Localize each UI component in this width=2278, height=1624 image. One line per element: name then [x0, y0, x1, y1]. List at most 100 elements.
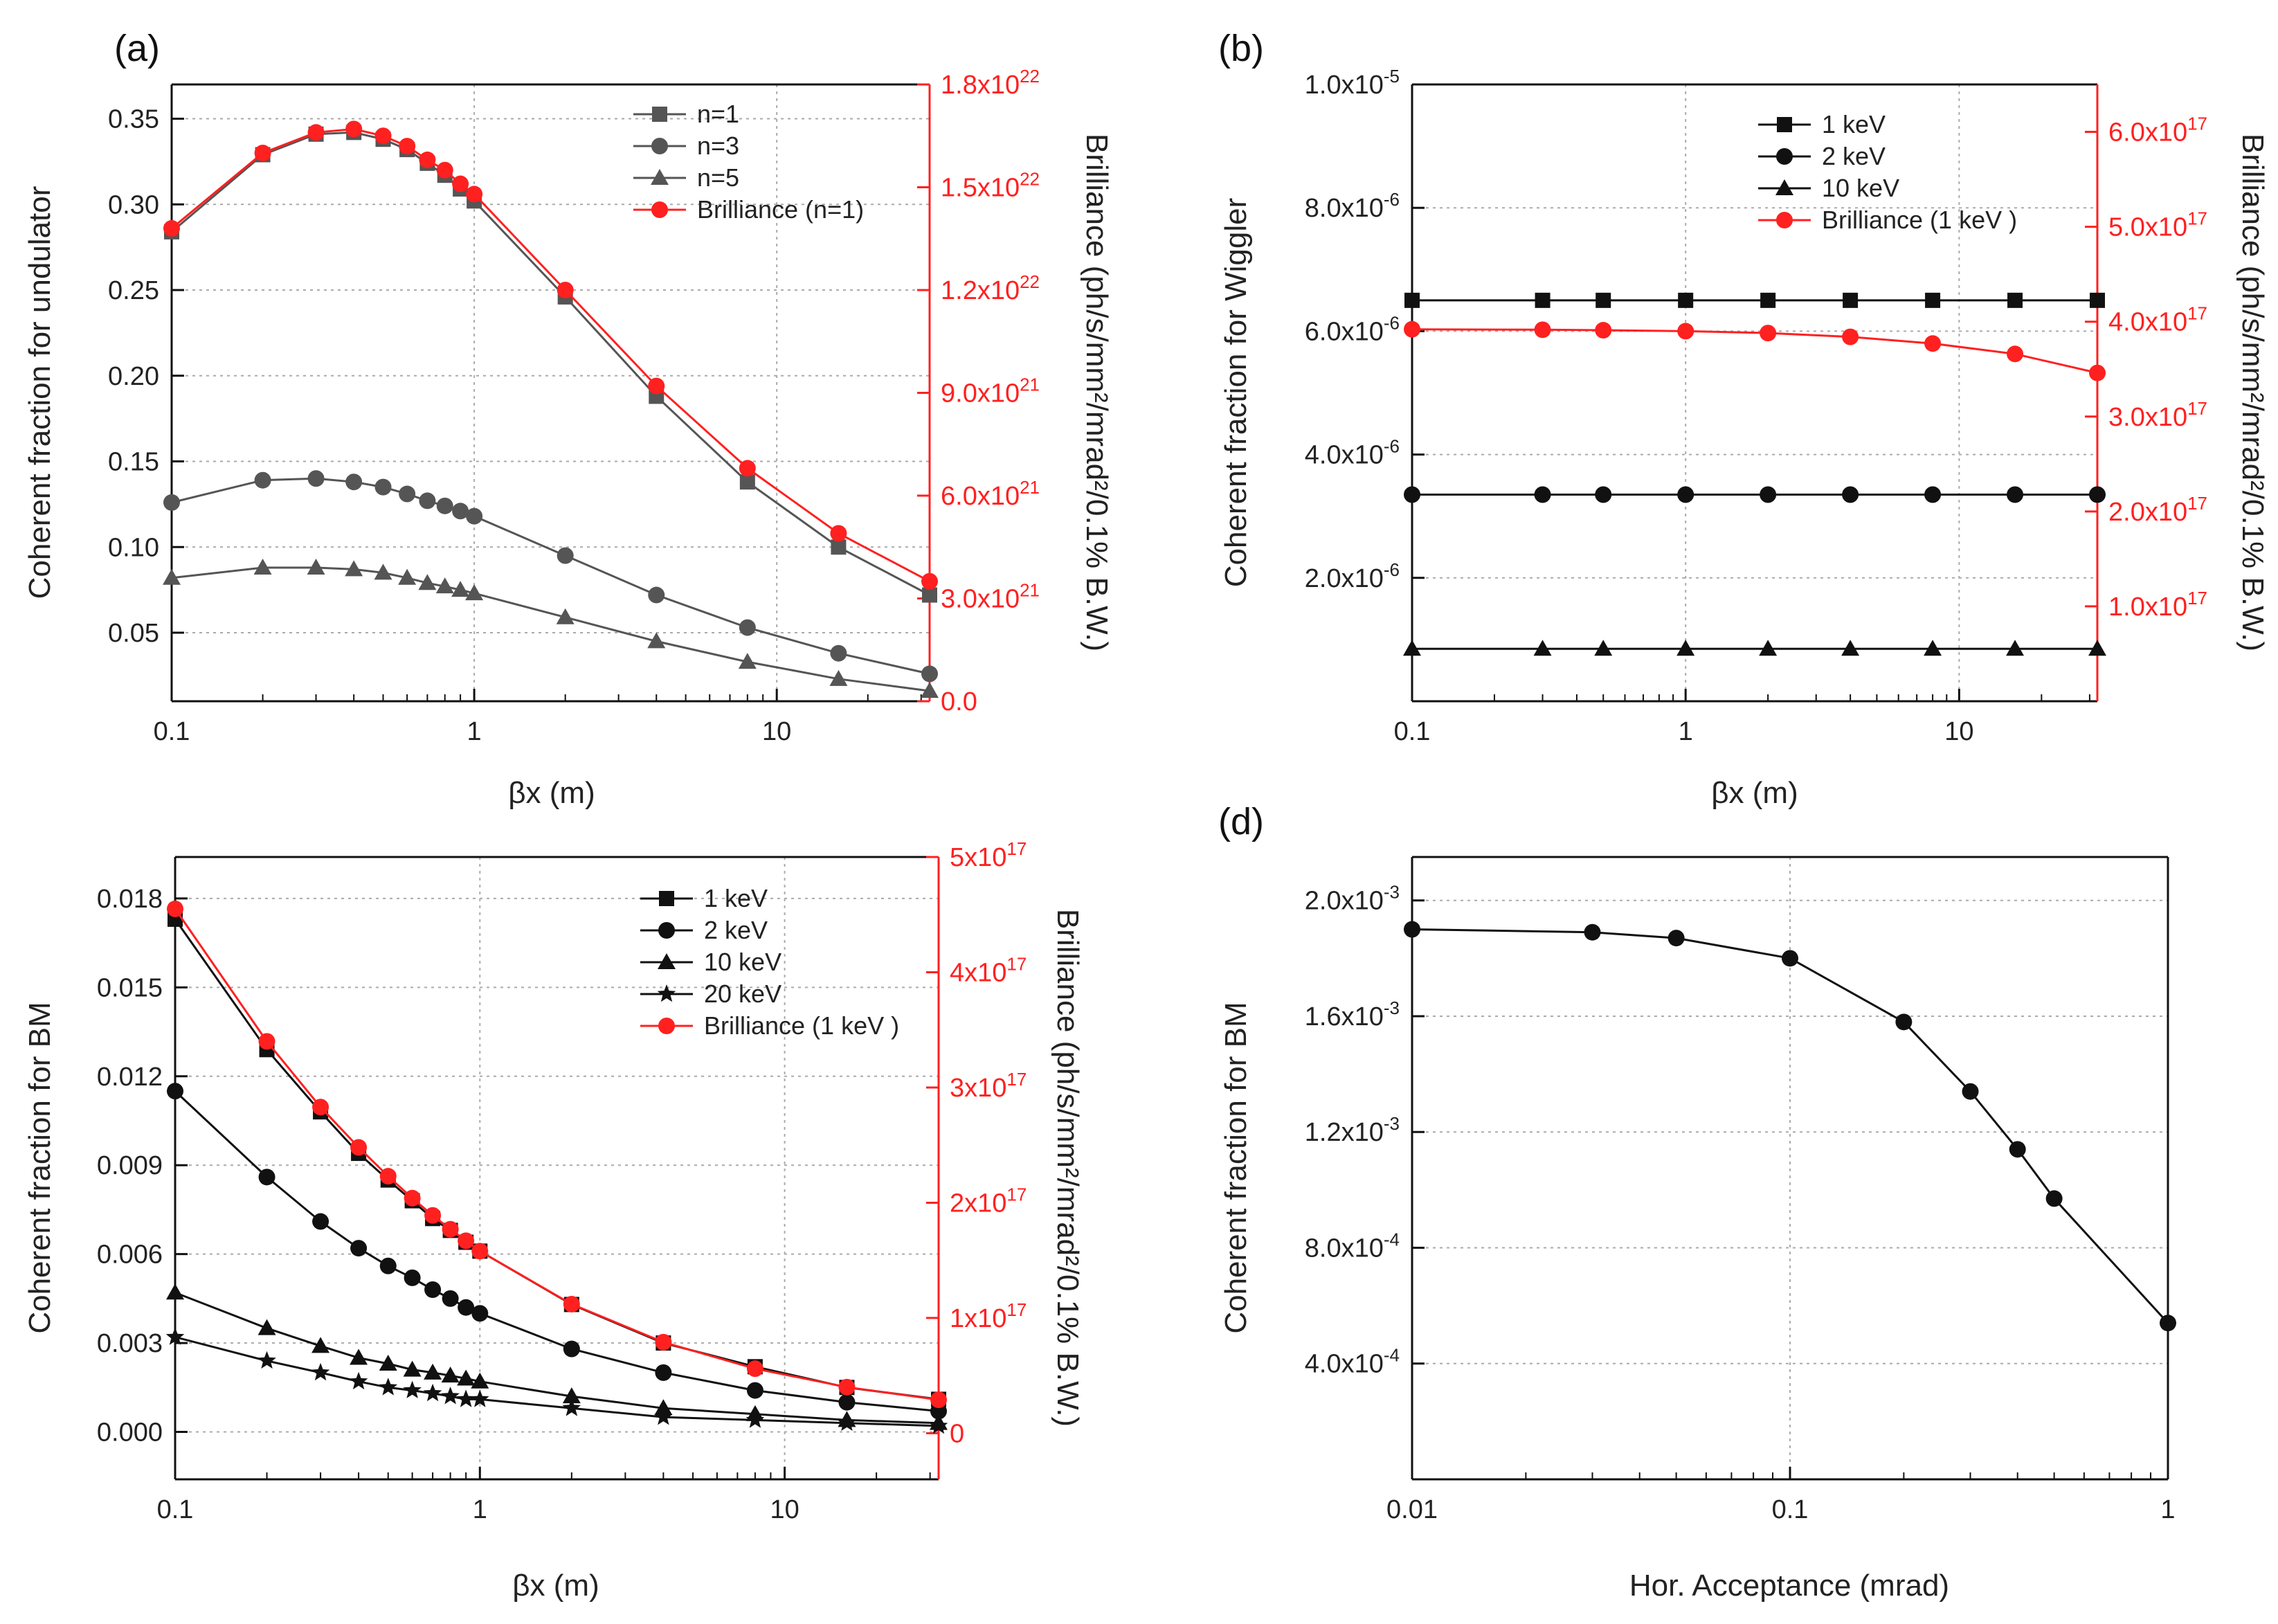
legend: n=1 n=3 n=5 Brilliance (n=1)	[633, 100, 864, 224]
data-point	[1678, 292, 1694, 308]
x-tick-label: 10	[762, 717, 791, 746]
data-point	[745, 1410, 765, 1428]
data-point	[929, 1416, 948, 1434]
data-point	[379, 1257, 397, 1274]
legend-marker	[1775, 179, 1793, 195]
x-tick-label: 0.01	[1386, 1495, 1438, 1524]
data-point	[404, 1189, 421, 1207]
data-point	[424, 1207, 442, 1224]
legend-label: Brilliance (1 keV )	[1822, 206, 2017, 234]
y-tick-label: 1.2x10-3	[1305, 1113, 1400, 1147]
legend-label: 2 keV	[1822, 142, 1886, 170]
data-point	[746, 1382, 763, 1399]
data-point	[1962, 1083, 1979, 1100]
legend-marker	[652, 107, 667, 122]
legend-label: n=5	[697, 163, 739, 192]
x-tick-label: 0.1	[157, 1495, 194, 1524]
series-2-kev	[1404, 486, 2106, 503]
y2-tick-label: 1.5x1022	[941, 169, 1040, 203]
data-point	[921, 572, 938, 590]
data-point	[1842, 486, 1859, 503]
legend-marker	[659, 891, 674, 906]
data-point	[466, 507, 483, 525]
data-point	[350, 1139, 368, 1156]
data-point	[1677, 486, 1694, 503]
y-tick-label: 0.006	[97, 1240, 163, 1270]
data-point	[654, 1399, 673, 1416]
data-point	[442, 1290, 459, 1307]
x-tick-label: 1	[473, 1495, 487, 1524]
gridlines	[174, 857, 939, 1479]
data-point	[1535, 292, 1551, 308]
legend-label: 20 keV	[704, 980, 781, 1008]
data-point	[458, 1232, 475, 1249]
series-data	[1404, 921, 2176, 1332]
series-20-kev	[165, 1327, 948, 1434]
y-tick-label: 1.6x10-3	[1305, 998, 1400, 1031]
data-point	[452, 175, 469, 192]
series-line	[1411, 928, 2169, 1324]
series-group	[165, 900, 948, 1434]
y2-tick-label: 1.0x1017	[2108, 588, 2207, 622]
data-point	[562, 1398, 581, 1416]
data-point	[1924, 335, 1942, 352]
data-point	[921, 665, 938, 683]
legend-label: 1 keV	[704, 884, 768, 912]
legend: 1 keV 2 keV 10 keV 20 keV Brilliance (1 keV …	[640, 884, 899, 1040]
gridlines	[1411, 857, 2169, 1479]
data-point	[738, 653, 757, 669]
data-point	[441, 1387, 460, 1405]
data-point	[312, 1099, 329, 1116]
y-tick-label: 1.0x10-5	[1305, 66, 1400, 100]
data-point	[374, 563, 392, 580]
data-point	[557, 547, 574, 564]
legend-marker	[651, 138, 668, 154]
data-point	[1760, 325, 1777, 342]
data-point	[921, 682, 939, 698]
y2-tick-label: 2.0x1017	[2108, 493, 2207, 527]
data-point	[2089, 364, 2106, 381]
series-group	[1404, 921, 2176, 1332]
data-point	[838, 1393, 856, 1411]
x-tick-label: 1	[1679, 717, 1693, 746]
series-line	[171, 477, 930, 675]
data-point	[2007, 345, 2024, 363]
data-point	[1595, 322, 1612, 339]
series-line	[1411, 328, 2098, 375]
x-ticks: 0.01 0.1 1	[1386, 1467, 2176, 1524]
data-point	[647, 632, 666, 649]
data-point	[349, 1371, 368, 1390]
y-tick-label: 0.009	[97, 1151, 163, 1180]
data-point	[167, 1083, 183, 1100]
data-point	[2090, 292, 2105, 308]
x-axis-label: βx (m)	[1711, 776, 1798, 810]
y-tick-label: 6.0x10-6	[1305, 312, 1400, 346]
data-point	[1760, 292, 1776, 308]
legend-marker	[658, 922, 675, 939]
x-tick-label: 0.1	[154, 717, 190, 746]
y2-tick-label: 1.8x1022	[941, 66, 1040, 100]
data-point	[1533, 640, 1552, 656]
data-point	[258, 1033, 275, 1050]
y-axis-label: Coherent fraction for BM	[1219, 1002, 1253, 1333]
panel-label: (a)	[114, 28, 160, 69]
panel-label: (d)	[1218, 801, 1264, 842]
y-tick-label: 0.018	[97, 885, 163, 914]
y2-ticks: 1.0x1017 2.0x1017 3.0x1017 4.0x1017 5.0x1017…	[2085, 114, 2207, 622]
data-point	[457, 1369, 476, 1386]
legend-marker	[1776, 148, 1793, 165]
data-point	[307, 558, 325, 575]
data-point	[1760, 486, 1777, 503]
data-point	[466, 186, 483, 203]
data-point	[311, 1362, 330, 1381]
panel-a: (a)0.1 1 100.050.100.150.200.250.300.350.0…	[23, 28, 1114, 810]
y2-tick-label: 5x1017	[950, 838, 1027, 872]
data-point	[829, 669, 848, 686]
x-tick-label: 0.1	[1394, 717, 1431, 746]
y-tick-label: 8.0x10-4	[1305, 1229, 1400, 1263]
data-point	[379, 1168, 397, 1185]
legend-label: 2 keV	[704, 916, 768, 944]
data-point	[2007, 292, 2023, 308]
data-point	[458, 1299, 475, 1316]
data-point	[435, 577, 454, 594]
